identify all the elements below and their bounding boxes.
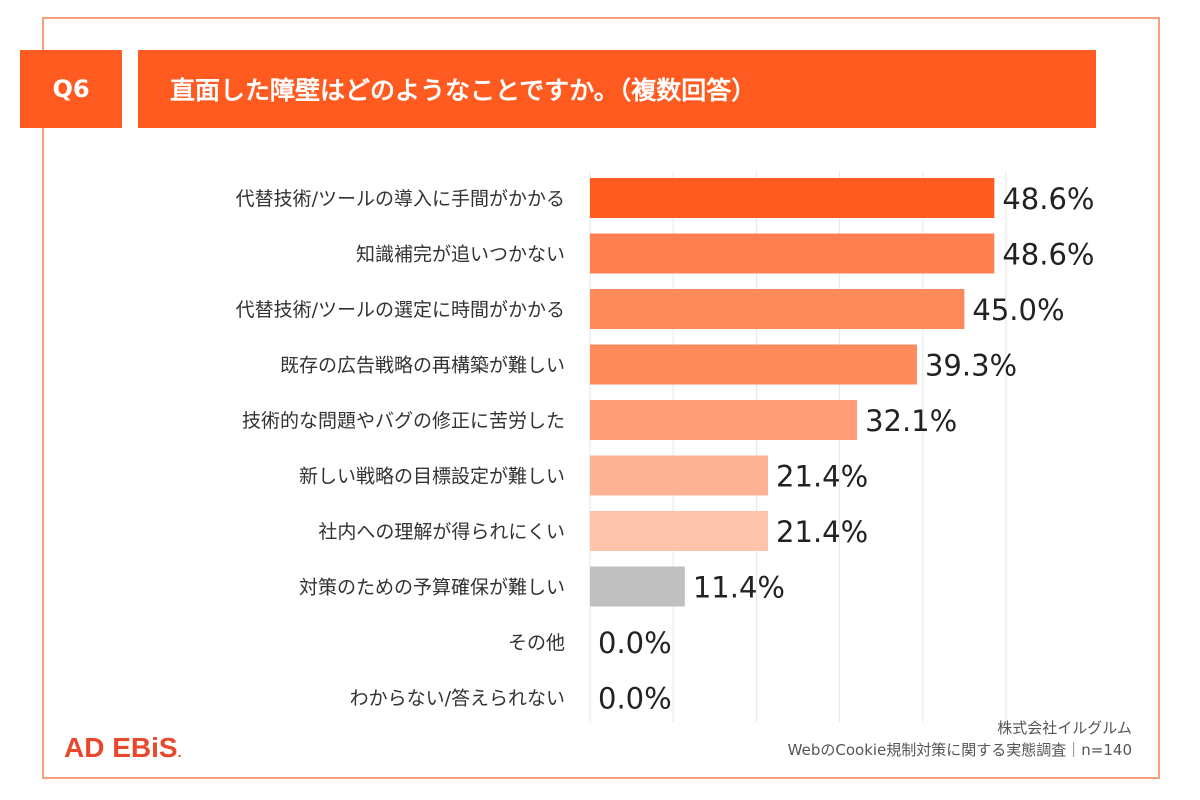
value-label: 0.0%	[598, 682, 672, 716]
category-label: その他	[508, 632, 565, 654]
bar	[590, 511, 769, 551]
adebis-logo: AD EBiS.	[64, 732, 181, 764]
question-title: 直面した障壁はどのようなことですか。（複数回答）	[138, 50, 1096, 128]
value-label: 21.4%	[776, 460, 868, 494]
bar	[590, 289, 965, 329]
value-label: 45.0%	[972, 293, 1064, 327]
bars	[590, 178, 995, 607]
category-label: 新しい戦略の目標設定が難しい	[299, 466, 565, 488]
value-label: 48.6%	[1002, 238, 1094, 272]
category-label: 代替技術/ツールの導入に手間がかかる	[236, 188, 565, 210]
chart-frame	[42, 17, 1160, 779]
source-survey: WebのCookie規制対策に関する実態調査｜n=140	[787, 741, 1132, 759]
category-label: 社内への理解が得られにくい	[318, 521, 565, 543]
value-label: 11.4%	[693, 571, 785, 605]
logo-mark: .	[177, 744, 182, 760]
logo-text: AD EBiS	[64, 732, 178, 763]
category-labels: 代替技術/ツールの導入に手間がかかる知識補完が追いつかない代替技術/ツールの選定…	[236, 188, 565, 710]
category-label: わからない/答えられない	[350, 688, 565, 710]
category-label: 既存の広告戦略の再構築が難しい	[280, 355, 565, 377]
bar	[590, 344, 917, 385]
category-label: 代替技術/ツールの選定に時間がかかる	[236, 299, 565, 321]
value-label: 39.3%	[925, 349, 1017, 383]
bar	[590, 178, 995, 218]
value-labels: 48.6% 48.6% 45.0% 39.3% 32.1% 21.4% 21.4% 11.4%…	[598, 182, 1094, 716]
category-label: 技術的な問題やバグの修正に苦労した	[242, 410, 565, 432]
category-label: 知識補完が追いつかない	[356, 244, 565, 266]
source-company: 株式会社イルグルム	[997, 719, 1132, 737]
value-label: 21.4%	[776, 515, 868, 549]
bar	[590, 233, 995, 274]
value-label: 48.6%	[1002, 182, 1094, 216]
bar	[590, 400, 858, 440]
source-credit: 株式会社イルグルム WebのCookie規制対策に関する実態調査｜n=140	[788, 717, 1132, 761]
bar	[590, 566, 685, 607]
value-label: 0.0%	[598, 626, 672, 660]
value-label: 32.1%	[865, 404, 957, 438]
bar	[590, 455, 769, 496]
question-badge: Q6	[20, 50, 122, 128]
category-label: 対策のための予算確保が難しい	[299, 577, 565, 599]
